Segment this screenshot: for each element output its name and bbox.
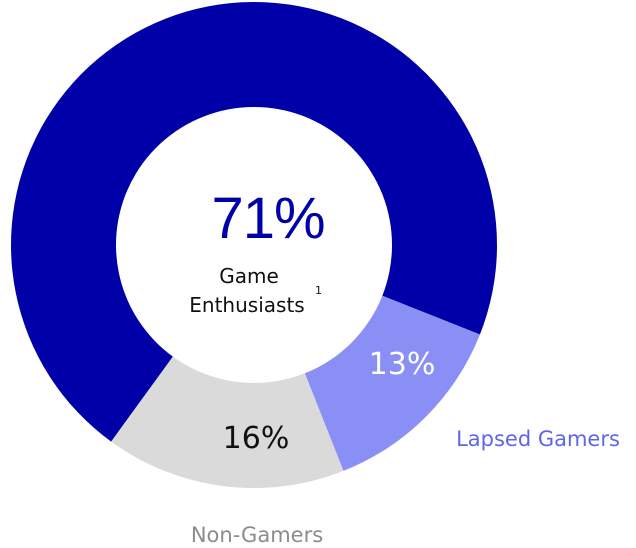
slice-enthusiasts xyxy=(10,1,497,442)
center-label-line1: Game xyxy=(219,264,279,288)
center-footnote-marker: 1 xyxy=(315,284,322,297)
donut-slices xyxy=(10,1,497,488)
center-label-line2: Enthusiasts xyxy=(189,293,304,317)
slice-nongamers xyxy=(111,356,344,488)
center-value: 71% xyxy=(211,186,324,251)
slice-label-lapsed: 13% xyxy=(369,347,436,382)
legend-label-nongamers: Non-Gamers xyxy=(191,523,323,547)
slice-label-nongamers: 16% xyxy=(223,421,290,456)
legend-label-lapsed: Lapsed Gamers xyxy=(456,427,620,451)
slice-lapsed xyxy=(304,295,480,471)
